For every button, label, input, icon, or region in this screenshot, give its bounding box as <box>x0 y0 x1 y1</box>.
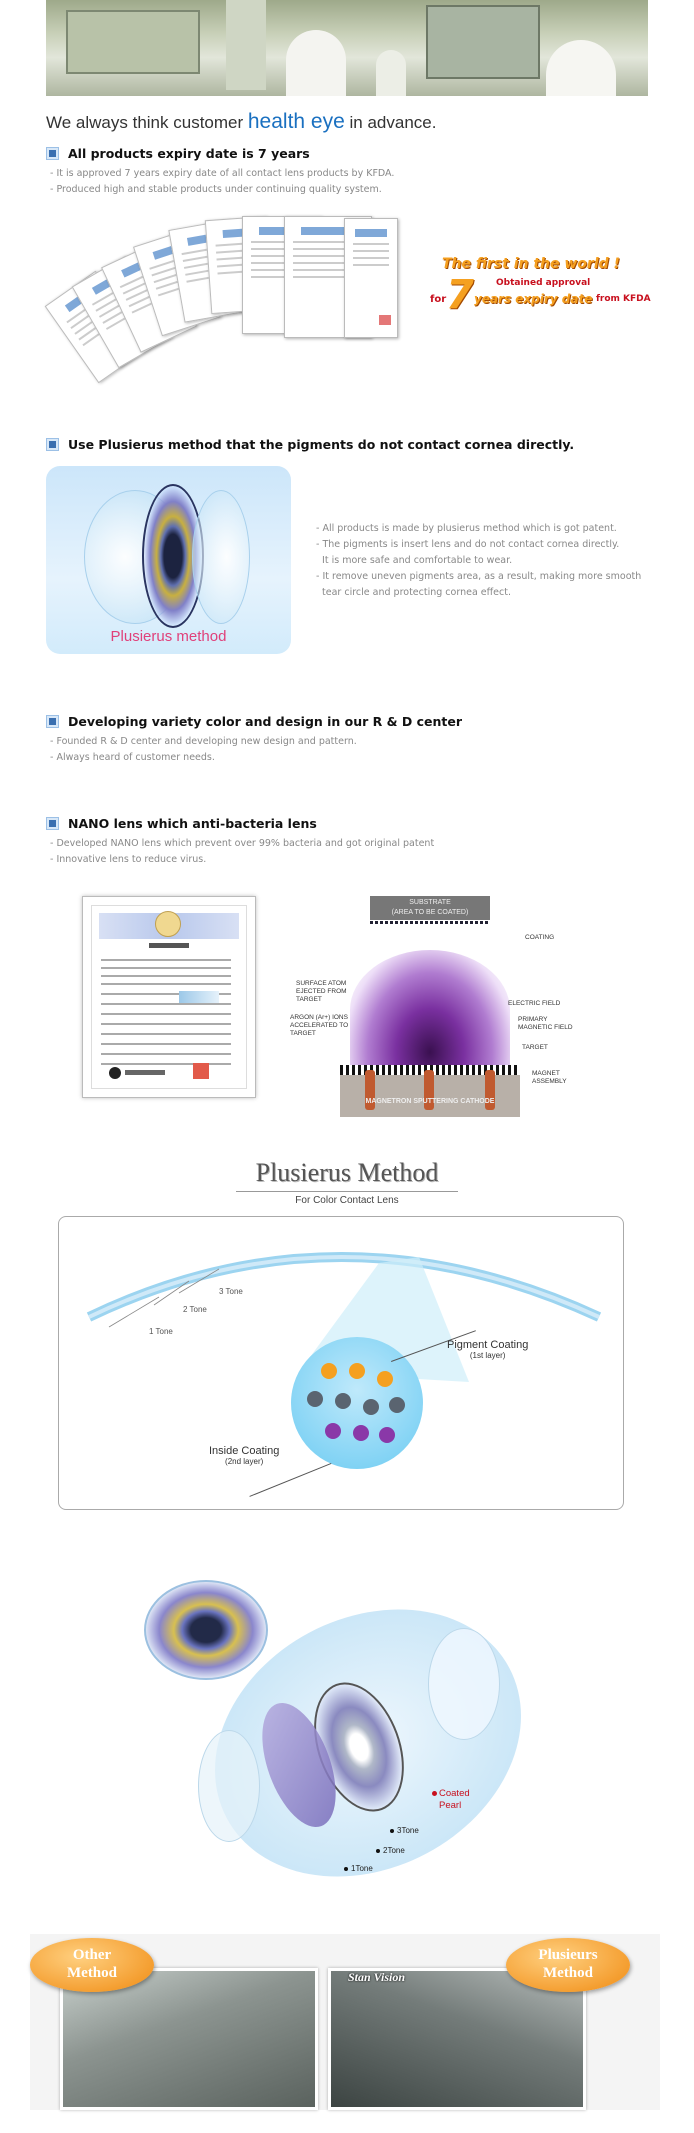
stan-vision-logo: Stan Vision <box>348 1970 406 1984</box>
tagline-highlight: health eye <box>247 110 345 133</box>
tone1-layer-label: 1Tone <box>344 1864 373 1873</box>
bullet-icon <box>46 147 59 160</box>
substrate-box: SUBSTRATE (AREA TO BE COATED) <box>370 896 490 920</box>
tone3-layer-label: 3Tone <box>390 1826 419 1835</box>
section-desc-rd: - Founded R & D center and developing ne… <box>50 736 357 763</box>
tagline: We always think customer health eye in a… <box>46 110 437 133</box>
bullet-icon <box>46 817 59 830</box>
coated-pearl-label: Coated Pearl <box>432 1788 470 1812</box>
section-desc-expiry: - It is approved 7 years expiry date of … <box>50 168 395 195</box>
plusieurs-method-badge: Plusieurs Method <box>506 1938 630 1992</box>
section-heading-rd: Developing variety color and design in o… <box>46 714 462 729</box>
kfda-from: from KFDA <box>596 294 651 304</box>
other-method-badge: Other Method <box>30 1938 154 1992</box>
other-method-photo <box>60 1968 318 2110</box>
kfda-years: years expiry date <box>474 292 593 306</box>
section-heading-nano: NANO lens which anti-bacteria lens <box>46 816 317 831</box>
bullet-icon <box>46 438 59 451</box>
patent-certificate-image <box>82 896 256 1098</box>
section-heading-expiry: All products expiry date is 7 years <box>46 146 310 161</box>
kfda-number: 7 <box>446 272 474 318</box>
tone3-label: 3 Tone <box>219 1287 243 1296</box>
sputter-label-coating: COATING <box>525 934 555 941</box>
plusierus-lens-image: Plusierus method <box>46 466 291 654</box>
sputter-label-magnetic: PRIMARY MAGNETIC FIELD <box>518 1016 573 1031</box>
sputter-label-surface-atom: SURFACE ATOM EJECTED FROM TARGET <box>296 980 347 1003</box>
bullet-icon <box>46 715 59 728</box>
tone2-label: 2 Tone <box>183 1305 207 1314</box>
method-subtitle: For Color Contact Lens <box>295 1195 399 1206</box>
comparison-panel: Other Method Stan Vision Plusieurs Method <box>30 1934 660 2110</box>
sputter-label-magnet: MAGNET ASSEMBLY <box>532 1070 567 1085</box>
kfda-banner: The first in the world ! Obtained approv… <box>430 256 651 336</box>
plusieurs-method-photo <box>328 1968 586 2110</box>
sputter-label-argon: ARGON (Ar+) IONS ACCELERATED TO TARGET <box>290 1014 349 1037</box>
kfda-headline: The first in the world ! <box>442 256 620 272</box>
lens-thumbnail <box>144 1580 268 1680</box>
inside-coating-label: Inside Coating (2nd layer) <box>209 1445 280 1466</box>
section-heading-plusierus: Use Plusierus method that the pigments d… <box>46 437 574 452</box>
sputter-label-bottom: MAGNETRON SPUTTERING CATHODE <box>365 1098 495 1105</box>
sputter-label-electric: ELECTRIC FIELD <box>508 1000 561 1007</box>
sputtering-diagram: SUBSTRATE (AREA TO BE COATED) COATING SUR… <box>290 890 590 1117</box>
certificate-stack-image <box>44 210 416 410</box>
plusierus-label: Plusierus method <box>110 628 227 645</box>
kfda-for: for <box>430 294 447 305</box>
pigment-coating-label: Pigment Coating (1st layer) <box>447 1339 529 1360</box>
method-title: Plusierus Method <box>255 1158 439 1187</box>
tone1-label: 1 Tone <box>149 1327 173 1336</box>
kfda-approval: Obtained approval <box>496 278 591 288</box>
factory-photo <box>46 0 648 96</box>
tone2-layer-label: 2Tone <box>376 1846 405 1855</box>
sputter-label-target: TARGET <box>522 1044 548 1051</box>
section-desc-nano: - Developed NANO lens which prevent over… <box>50 838 435 865</box>
section-desc-plusierus: - All products is made by plusierus meth… <box>316 523 642 598</box>
lens-layer-diagram: Coated Pearl 3Tone 2Tone 1Tone <box>128 1557 568 1929</box>
method-diagram-panel: 3 Tone 2 Tone 1 Tone Pigment Coating (1s… <box>58 1216 624 1510</box>
